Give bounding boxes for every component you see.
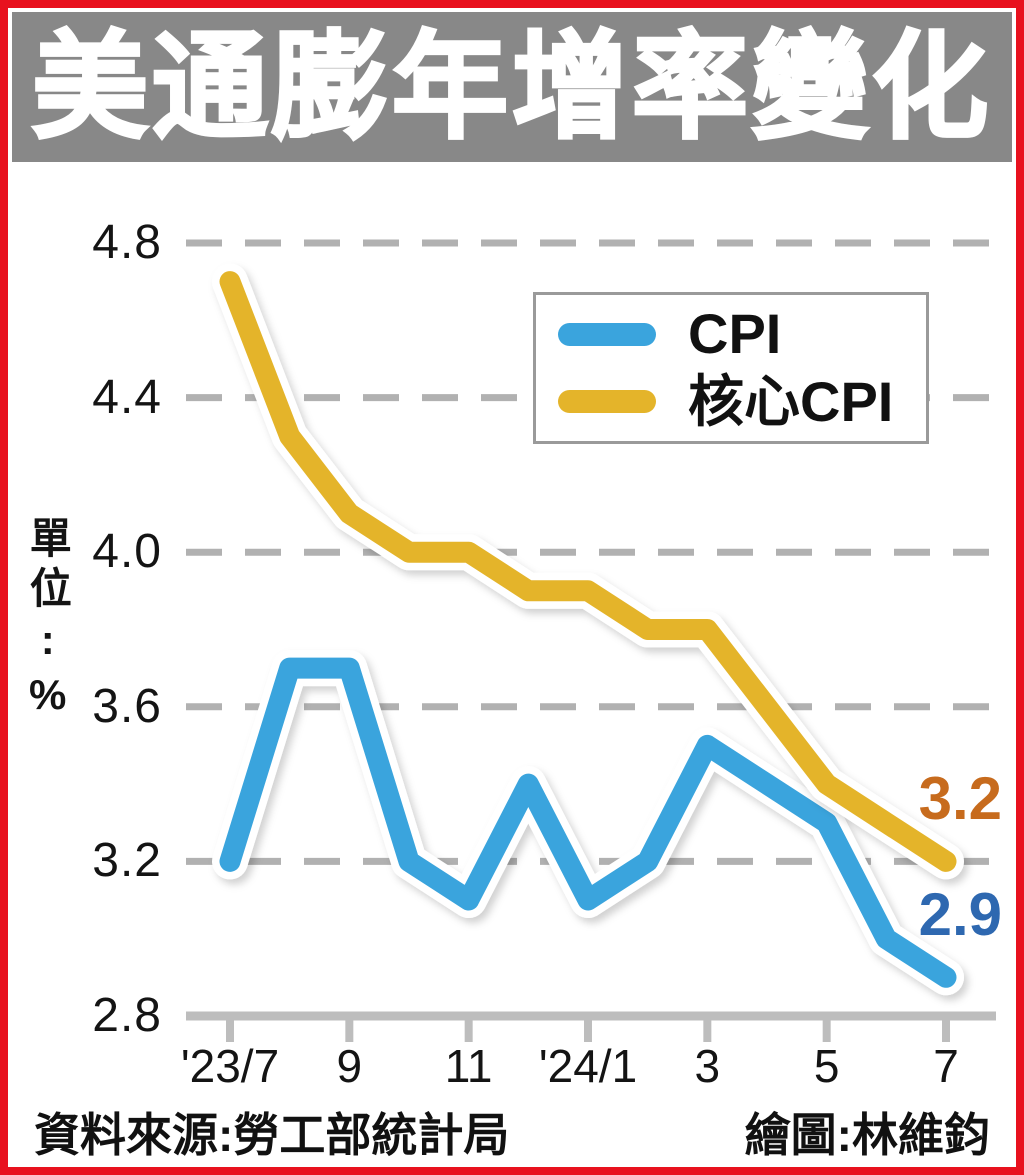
legend-label-cpi: CPI: [688, 302, 782, 366]
x-tick-label: 11: [444, 1040, 493, 1092]
x-tick-label: 9: [336, 1040, 363, 1092]
legend: CPI 核心CPI: [533, 292, 929, 444]
x-tick-label: 5: [813, 1040, 840, 1092]
core-cpi-line-swatch: [558, 390, 656, 414]
CPI-line: [219, 657, 957, 988]
data-lines: [212, 263, 964, 996]
y-axis-unit-label: 單位:%: [24, 516, 72, 726]
x-tick-label: 7: [933, 1040, 959, 1092]
y-tick-label: 4.4: [92, 370, 162, 424]
y-tick-label: 4.0: [92, 525, 162, 579]
x-tick-label: 3: [694, 1040, 721, 1092]
x-tick-label: '24/1: [538, 1040, 638, 1092]
x-tick-label: '23/7: [180, 1040, 280, 1092]
plot-svg: [186, 239, 996, 1042]
y-tick-label: 3.6: [92, 679, 162, 733]
data-source: 資料來源:勞工部統計局: [34, 1109, 510, 1161]
cpi-line-swatch: [558, 322, 656, 346]
核心CPI-line: [219, 271, 957, 872]
legend-item-cpi: CPI: [558, 306, 926, 362]
title-band: 美通膨年增率變化: [12, 12, 1012, 162]
x-axis: [186, 1011, 996, 1042]
CPI-line-halo: [212, 650, 964, 996]
footer: 資料來源:勞工部統計局 繪圖:林維鈞: [12, 1100, 1012, 1164]
核心CPI-end-label: 3.2: [918, 765, 1002, 833]
y-tick-label: 4.8: [92, 216, 162, 269]
legend-item-core-cpi: 核心CPI: [558, 369, 926, 433]
y-tick-label: 3.2: [92, 834, 162, 888]
page-title: 美通膨年增率變化: [31, 22, 992, 152]
CPI-end-label: 2.9: [918, 881, 1002, 949]
illustrator-credit: 繪圖:林維鈞: [744, 1109, 990, 1161]
legend-label-core-cpi: 核心CPI: [688, 369, 894, 433]
y-tick-label: 2.8: [92, 989, 162, 1042]
